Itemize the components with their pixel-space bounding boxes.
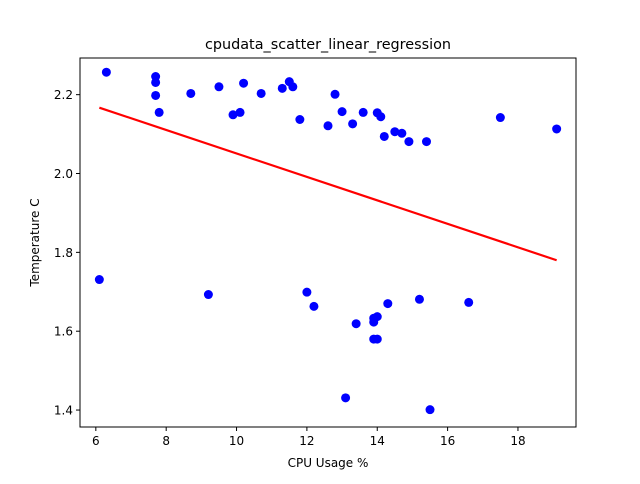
scatter-point <box>228 110 238 120</box>
x-tick-label: 18 <box>510 434 525 448</box>
scatter-point <box>235 107 245 117</box>
scatter-point <box>277 83 287 93</box>
scatter-point <box>256 88 266 98</box>
x-tick-label: 10 <box>229 434 244 448</box>
y-tick-label: 2.2 <box>54 88 73 102</box>
regression-line <box>99 106 557 262</box>
y-tick-label: 1.4 <box>54 404 73 418</box>
scatter-point <box>379 131 389 141</box>
scatter-point <box>348 119 358 129</box>
scatter-point <box>154 107 164 117</box>
scatter-point <box>383 299 393 309</box>
plot-area <box>94 67 562 415</box>
y-tick-label: 1.8 <box>54 246 73 260</box>
scatter-point <box>495 113 505 123</box>
scatter-point <box>214 82 224 92</box>
scatter-point <box>309 301 319 311</box>
scatter-point <box>422 137 431 147</box>
scatter-point <box>94 275 104 285</box>
scatter-point <box>239 78 249 88</box>
scatter-point <box>552 124 562 134</box>
scatter-point <box>464 297 474 307</box>
x-tick-label: 6 <box>92 434 100 448</box>
scatter-point <box>302 287 312 297</box>
scatter-point <box>341 393 351 403</box>
scatter-point <box>414 294 424 304</box>
axes-frame <box>79 57 577 428</box>
x-tick-label: 12 <box>299 434 314 448</box>
scatter-point <box>101 67 111 77</box>
scatter-point <box>337 107 347 117</box>
x-tick-label: 14 <box>370 434 385 448</box>
scatter-point <box>372 334 382 344</box>
scatter-point <box>358 107 368 117</box>
x-tick-label: 8 <box>162 434 170 448</box>
x-tick-label: 16 <box>440 434 455 448</box>
scatter-point <box>351 319 361 329</box>
scatter-point <box>151 90 161 100</box>
scatter-point <box>330 89 340 99</box>
scatter-point <box>372 312 382 322</box>
y-axis-label: Temperature C <box>28 198 42 287</box>
scatter-point <box>404 137 414 147</box>
scatter-point <box>425 405 435 415</box>
chart-title: cpudata_scatter_linear_regression <box>205 37 451 53</box>
scatter-point <box>390 127 400 137</box>
y-tick-label: 2.0 <box>54 167 73 181</box>
x-axis-label: CPU Usage % <box>288 456 369 470</box>
scatter-point <box>376 112 386 122</box>
scatter-point <box>295 115 305 124</box>
scatter-point <box>323 121 333 131</box>
scatter-point <box>288 82 298 92</box>
scatter-point <box>151 77 161 87</box>
y-tick-label: 1.6 <box>54 325 73 339</box>
x-axis-ticks: 6 8 10 12 14 16 18 <box>92 427 526 448</box>
scatter-point <box>397 128 407 138</box>
y-axis-ticks: 1.4 1.6 1.8 2.0 2.2 <box>54 88 80 418</box>
scatter-point <box>186 88 196 98</box>
scatter-point <box>203 290 213 300</box>
